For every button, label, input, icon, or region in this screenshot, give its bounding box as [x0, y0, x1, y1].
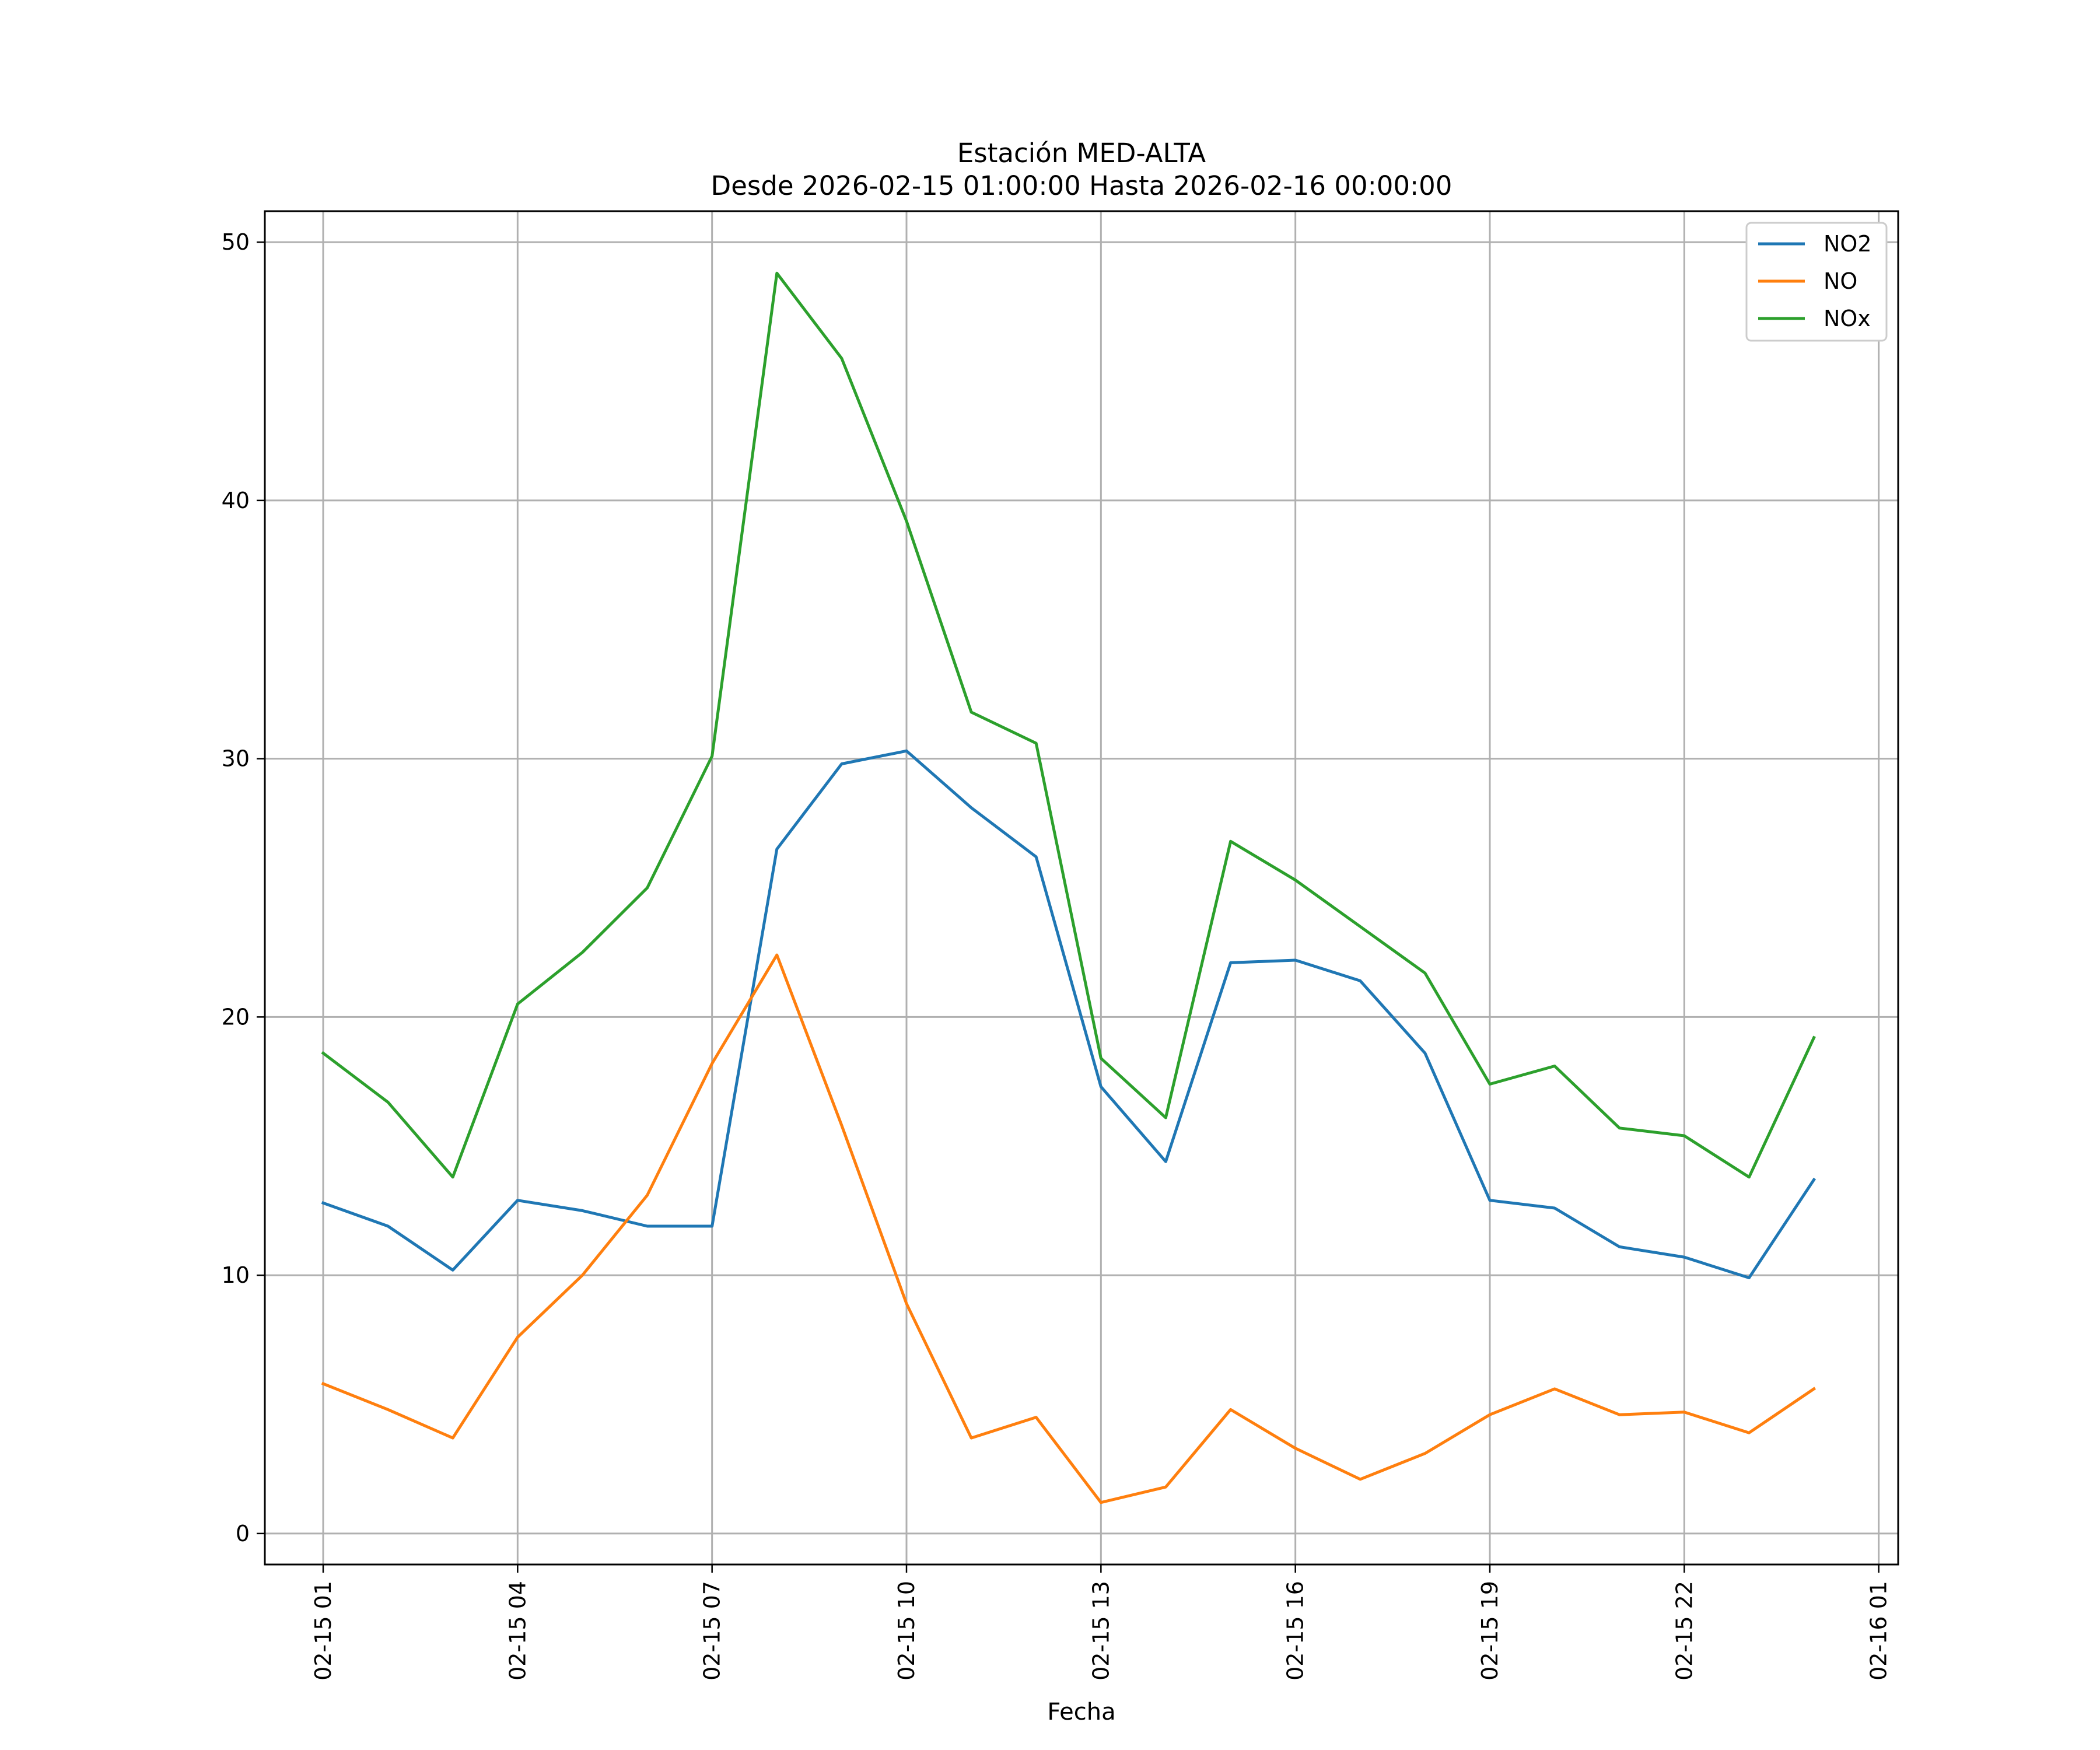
y-tick-label: 30: [222, 746, 250, 772]
grid: [265, 211, 1898, 1564]
x-tick-label: 02-15 13: [1088, 1581, 1114, 1681]
series-line-no2: [321, 749, 1817, 1279]
y-tick-label: 20: [222, 1004, 250, 1030]
x-tick-label: 02-16 01: [1866, 1581, 1892, 1681]
x-tick-label: 02-15 16: [1283, 1581, 1308, 1681]
legend-box: [1745, 222, 1888, 342]
series-line-no: [321, 953, 1817, 1504]
series-group: [321, 271, 1817, 1504]
chart-subtitle: Desde 2026-02-15 01:00:00 Hasta 2026-02-…: [711, 170, 1452, 201]
legend: NO2 NO NOx: [1745, 222, 1888, 342]
series-line-nox: [321, 271, 1816, 1179]
y-tick-label: 40: [222, 488, 250, 513]
x-tick-label: 02-15 19: [1477, 1581, 1503, 1681]
legend-label-nox: NOx: [1824, 306, 1871, 331]
y-tick-label: 10: [222, 1262, 250, 1288]
plot-frame: [264, 210, 1899, 1566]
x-tick-label: 02-15 07: [699, 1581, 725, 1681]
y-tick-label: 50: [222, 229, 250, 255]
axis-ticks: 0 10 20 30 40 50 02-15 01 02-15 04 02-15 07 02-15…: [222, 229, 1892, 1681]
x-tick-label: 02-15 22: [1671, 1581, 1697, 1681]
legend-label-no2: NO2: [1824, 231, 1872, 257]
x-axis-label: Fecha: [1047, 1699, 1115, 1726]
chart-title: Estación MED-ALTA: [957, 138, 1206, 169]
legend-label-no: NO: [1824, 268, 1857, 294]
y-tick-label: 0: [236, 1521, 250, 1546]
x-tick-label: 02-15 10: [894, 1581, 919, 1681]
x-tick-label: 02-15 04: [505, 1581, 530, 1681]
x-tick-label: 02-15 01: [310, 1581, 336, 1681]
